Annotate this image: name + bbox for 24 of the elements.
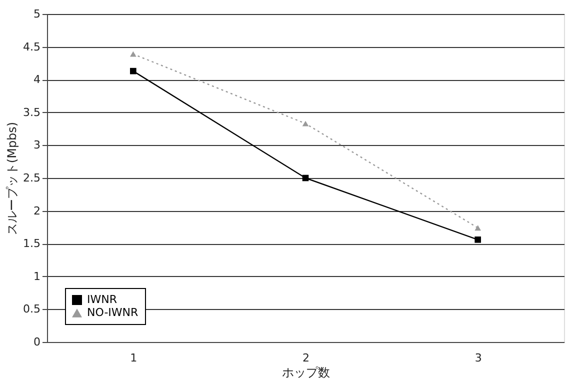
y-tick-label: 2.5 [23, 172, 40, 184]
point [302, 120, 309, 126]
point [474, 236, 481, 243]
legend-label: NO-IWNR [87, 306, 139, 319]
y-axis-title: スループット(Mpbs) [5, 122, 20, 236]
y-tick-label: 3.5 [23, 106, 40, 119]
point [130, 51, 136, 57]
x-tick-label: 1 [130, 352, 138, 364]
point [130, 68, 136, 74]
x-axis-title: ホップ数 [282, 366, 330, 380]
legend-label: IWNR [87, 293, 118, 306]
y-tick-label: 5 [34, 8, 40, 20]
y-tick-label: 1.5 [23, 237, 40, 250]
y-tick-label: 3 [34, 138, 40, 152]
y-tick-label: 2 [34, 204, 40, 218]
y-tick-label: 4 [34, 73, 40, 86]
point [302, 174, 309, 182]
y-tick-label: 1 [34, 270, 40, 283]
y-tick-label: 0 [34, 336, 40, 348]
x-tick-label: 2 [302, 352, 310, 364]
point [474, 225, 481, 231]
y-tick-label: 4.5 [23, 40, 40, 54]
x-tick-label: 3 [474, 352, 482, 364]
y-tick-label: 0.5 [23, 302, 40, 316]
